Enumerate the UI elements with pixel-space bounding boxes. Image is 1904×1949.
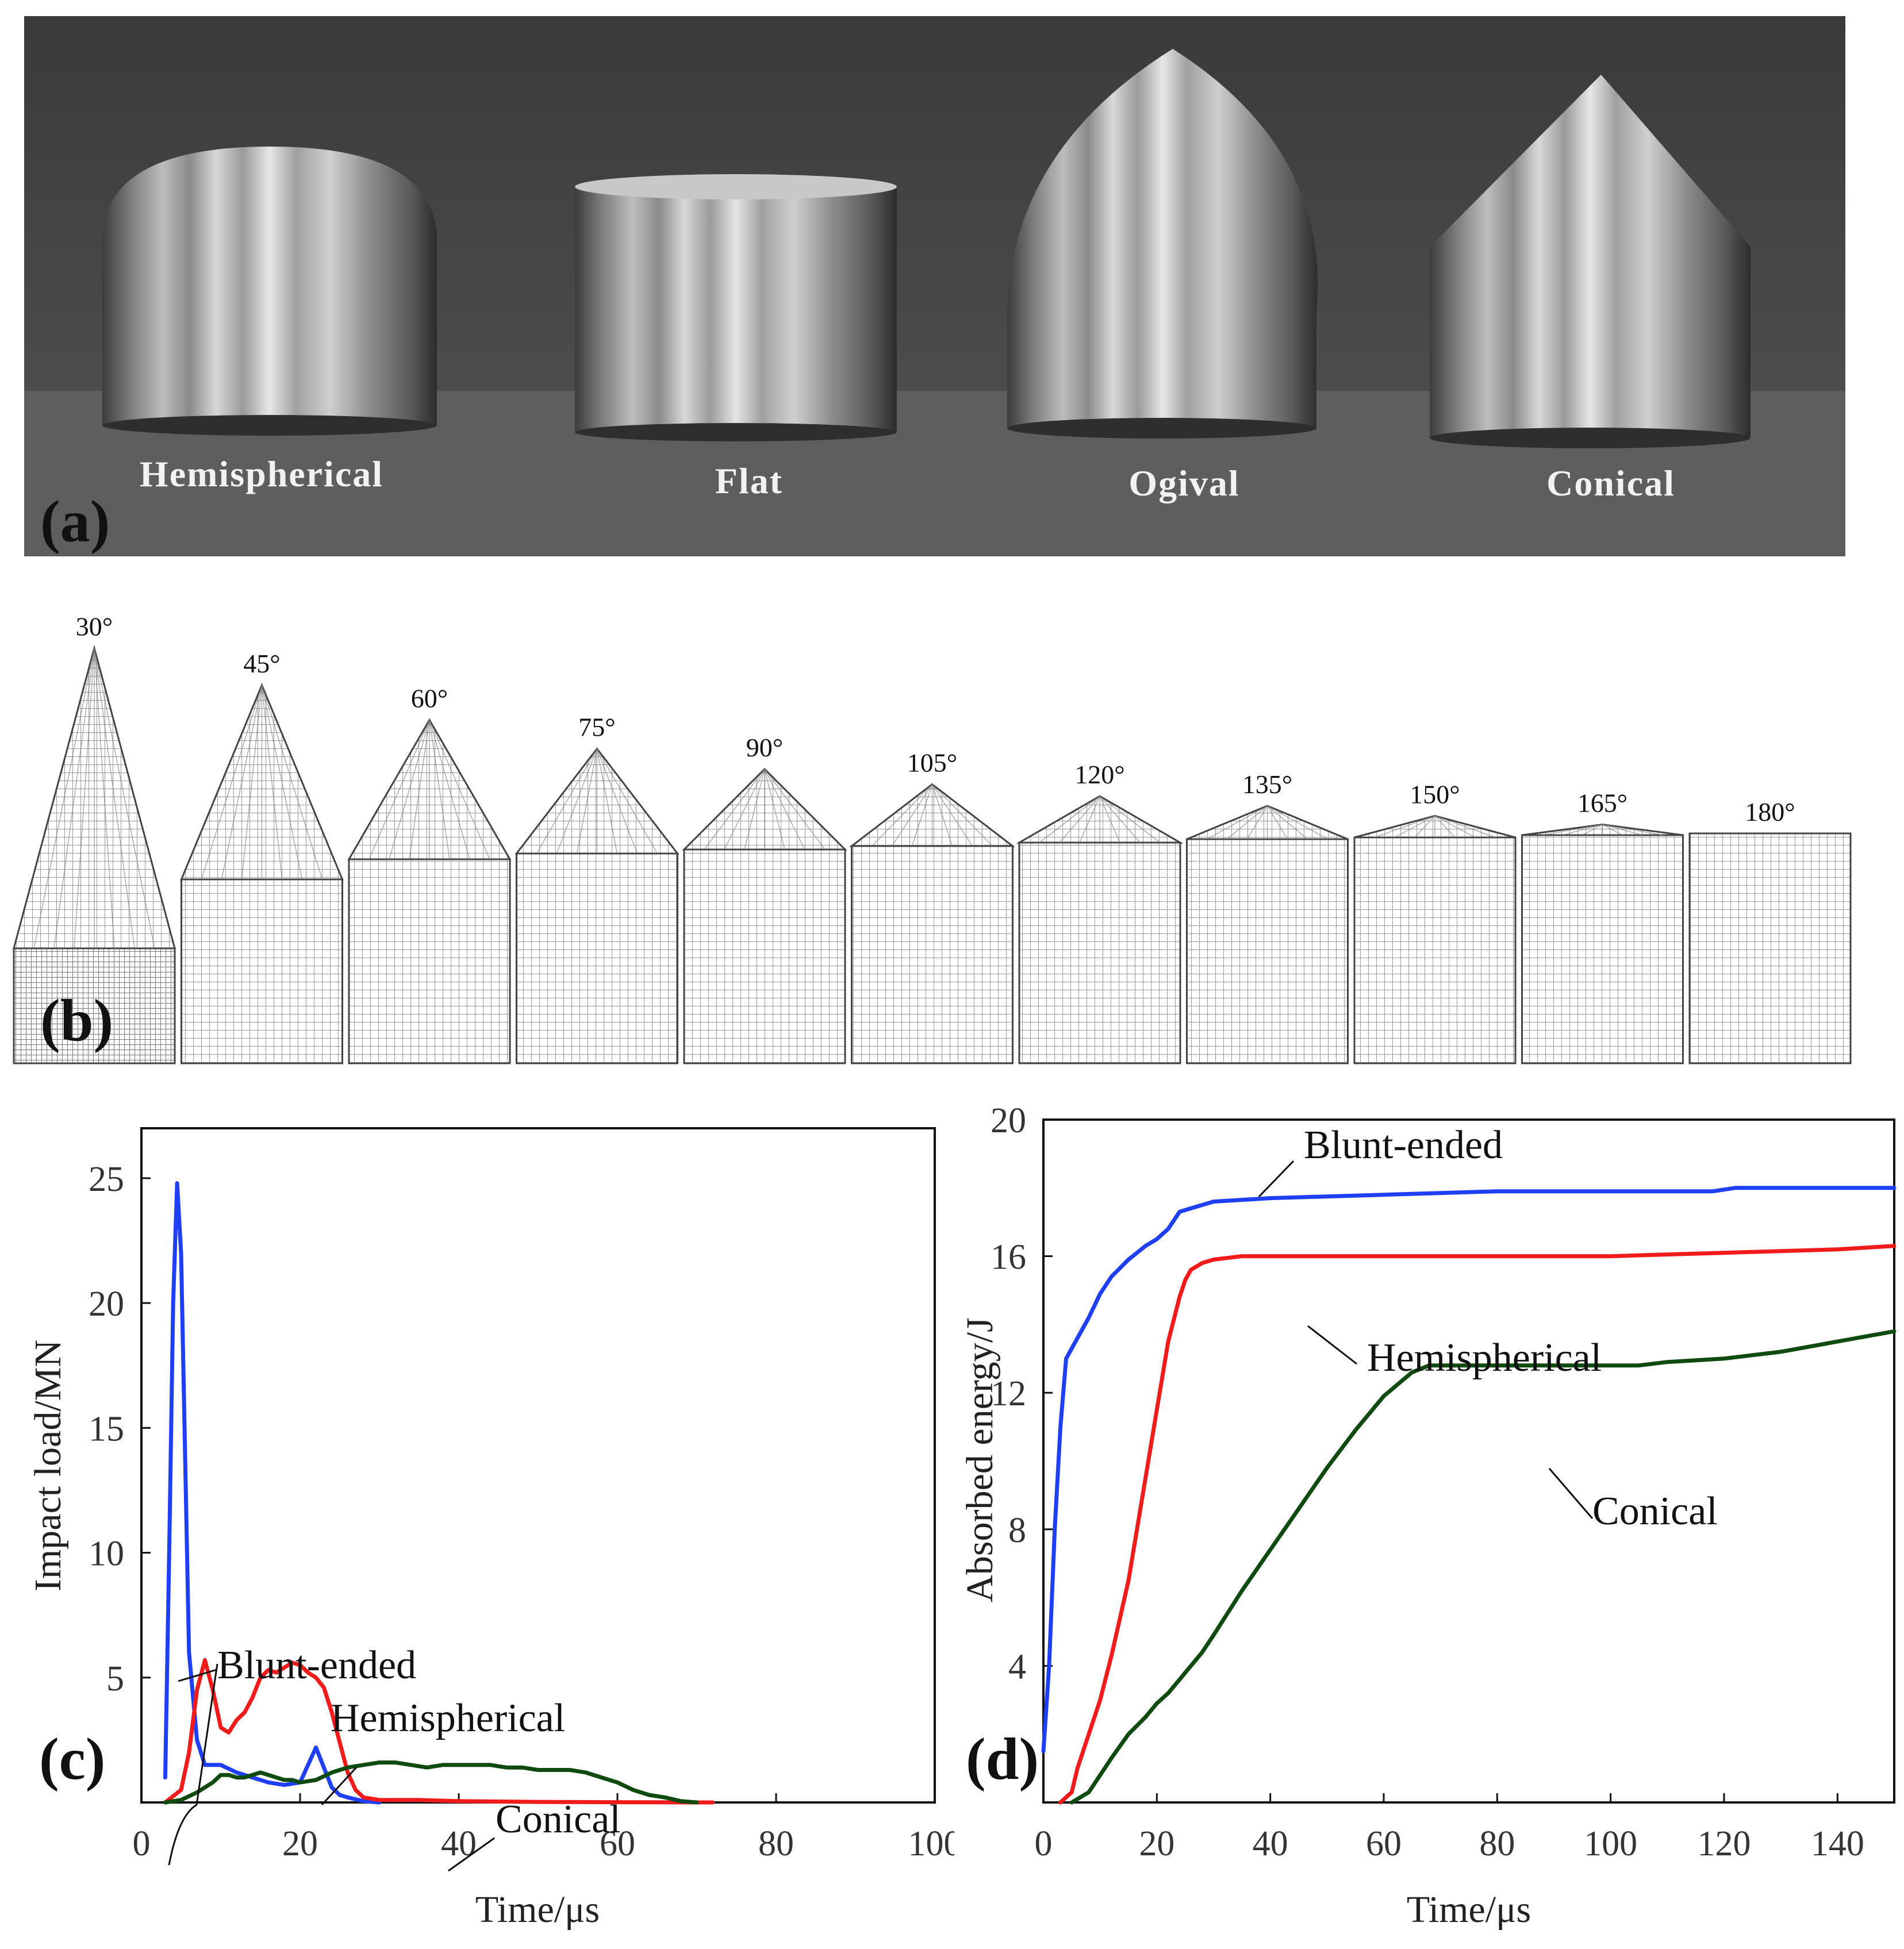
panel-d-label: (d) bbox=[966, 1726, 1039, 1792]
mesh-model-30 bbox=[13, 644, 176, 1064]
chart-absorbed-energy: 0 20 40 60 80 100 120 140 4 8 12 16 20 Time/μs Absor… bbox=[959, 1101, 1897, 1931]
chart-c-series-conical bbox=[163, 1760, 699, 1805]
angle-label-105: 105° bbox=[907, 748, 957, 778]
chart-d-xtick-label-7: 140 bbox=[1811, 1824, 1864, 1863]
mesh-model-90 bbox=[682, 767, 847, 1064]
panel-b-label: (b) bbox=[40, 987, 113, 1054]
chart-c-ylabel: Impact load/MN bbox=[27, 1340, 69, 1592]
chart-c-annot-conical: Conical bbox=[496, 1797, 621, 1842]
chart-d-series-blunt-ended bbox=[1041, 1186, 1897, 1754]
chart-c-xtick-label-2: 40 bbox=[441, 1824, 477, 1863]
mesh-model-45 bbox=[180, 683, 344, 1064]
angle-label-45: 45° bbox=[243, 649, 280, 678]
chart-d-annot-conical: Conical bbox=[1592, 1489, 1718, 1533]
chart-d-plot-frame bbox=[1042, 1118, 1895, 1804]
label-flat: Flat bbox=[715, 460, 783, 501]
chart-c-xtick-label-5: 100 bbox=[908, 1824, 955, 1863]
panel-b-meshes: 30°45°60°75°90°105° 120° 135° 150° 165° 180° … bbox=[13, 612, 1852, 1064]
panel-c-label: (c) bbox=[39, 1726, 105, 1792]
chart-c-ytick-label-2: 15 bbox=[89, 1409, 124, 1448]
angle-label-90: 90° bbox=[746, 733, 783, 762]
chart-c-xtick-label-4: 80 bbox=[758, 1824, 794, 1863]
chart-d-xtick-label-3: 60 bbox=[1366, 1824, 1402, 1863]
angle-label-75: 75° bbox=[578, 713, 615, 742]
angle-label-180: 180° bbox=[1745, 797, 1795, 827]
chart-d-series-conical bbox=[1069, 1329, 1897, 1805]
mesh-model-75 bbox=[515, 747, 680, 1064]
chart-c-xtick-label-1: 20 bbox=[282, 1824, 318, 1863]
chart-c-ytick-label-1: 10 bbox=[89, 1535, 124, 1574]
chart-d-xlabel: Time/μs bbox=[1407, 1889, 1531, 1931]
chart-c-leader-blunt bbox=[178, 1669, 217, 1682]
mesh-model-165 bbox=[1521, 824, 1684, 1064]
chart-d-ytick-label-2: 12 bbox=[991, 1374, 1026, 1413]
chart-d-ytick-label-0: 4 bbox=[1008, 1647, 1026, 1686]
chart-d-ytick-label-4: 20 bbox=[991, 1101, 1026, 1140]
chart-d-ylabel: Absorbed energy/J bbox=[959, 1317, 1001, 1602]
mesh-model-180 bbox=[1688, 832, 1852, 1064]
label-hemispherical: Hemispherical bbox=[140, 453, 383, 494]
chart-d-xtick-label-2: 40 bbox=[1253, 1824, 1288, 1863]
chart-d-xtick-label-0: 0 bbox=[1035, 1824, 1053, 1863]
chart-d-leader-conical bbox=[1548, 1468, 1594, 1519]
chart-c-xtick-label-3: 60 bbox=[600, 1824, 635, 1863]
angle-label-135: 135° bbox=[1242, 770, 1292, 799]
mesh-model-60 bbox=[347, 718, 512, 1064]
chart-c-ytick-label-4: 25 bbox=[89, 1160, 124, 1199]
chart-c-leader-blunt-curve bbox=[168, 1663, 218, 1866]
mesh-model-105 bbox=[849, 783, 1015, 1064]
ogival-projectile bbox=[1007, 49, 1318, 428]
angle-label-150: 150° bbox=[1410, 779, 1460, 809]
chart-d-leader-hemi bbox=[1307, 1325, 1357, 1365]
chart-d-xtick-label-4: 80 bbox=[1479, 1824, 1515, 1863]
chart-d-leader-blunt bbox=[1258, 1160, 1295, 1198]
mesh-model-120 bbox=[1016, 795, 1184, 1064]
chart-d-annot-blunt: Blunt-ended bbox=[1304, 1123, 1503, 1167]
chart-c-ytick-label-3: 20 bbox=[89, 1285, 124, 1324]
angle-label-120: 120° bbox=[1074, 760, 1124, 789]
chart-c-xtick-label-0: 0 bbox=[133, 1824, 151, 1863]
conical-projectile bbox=[1430, 75, 1751, 448]
panel-a-label: (a) bbox=[40, 489, 110, 555]
angle-label-60: 60° bbox=[411, 684, 448, 713]
chart-d-xtick-label-1: 20 bbox=[1139, 1824, 1174, 1863]
chart-c-annot-blunt: Blunt-ended bbox=[217, 1643, 416, 1687]
chart-impact-load: 0 20 40 60 80 100 5 10 15 20 25 Time/μs Impact loa… bbox=[27, 1127, 955, 1931]
angle-label-165: 165° bbox=[1577, 789, 1627, 818]
mesh-model-150 bbox=[1353, 814, 1517, 1064]
hemispherical-projectile bbox=[102, 147, 437, 425]
label-ogival: Ogival bbox=[1128, 463, 1239, 503]
chart-c-leader-conical bbox=[448, 1837, 495, 1872]
angle-label-30: 30° bbox=[76, 612, 113, 641]
mesh-model-135 bbox=[1186, 805, 1349, 1064]
chart-d-ytick-label-1: 8 bbox=[1008, 1511, 1026, 1550]
chart-d-xtick-label-5: 100 bbox=[1584, 1824, 1637, 1863]
flat-projectile bbox=[575, 174, 897, 441]
chart-d-series-hemispherical bbox=[1058, 1244, 1897, 1805]
chart-c-leader-hemi bbox=[321, 1766, 358, 1806]
chart-c-ytick-label-0: 5 bbox=[106, 1659, 124, 1698]
label-conical: Conical bbox=[1546, 463, 1675, 503]
panel-a-photo: Hemispherical Flat Ogival Conical (a) bbox=[24, 16, 1845, 556]
chart-d-xtick-label-6: 120 bbox=[1698, 1824, 1751, 1863]
chart-c-xlabel: Time/μs bbox=[475, 1889, 600, 1931]
chart-c-series-hemispherical bbox=[163, 1658, 715, 1805]
chart-c-annot-hemi: Hemispherical bbox=[331, 1696, 565, 1740]
chart-d-annot-hemi: Hemispherical bbox=[1367, 1336, 1602, 1380]
chart-d-ytick-label-3: 16 bbox=[991, 1238, 1026, 1277]
